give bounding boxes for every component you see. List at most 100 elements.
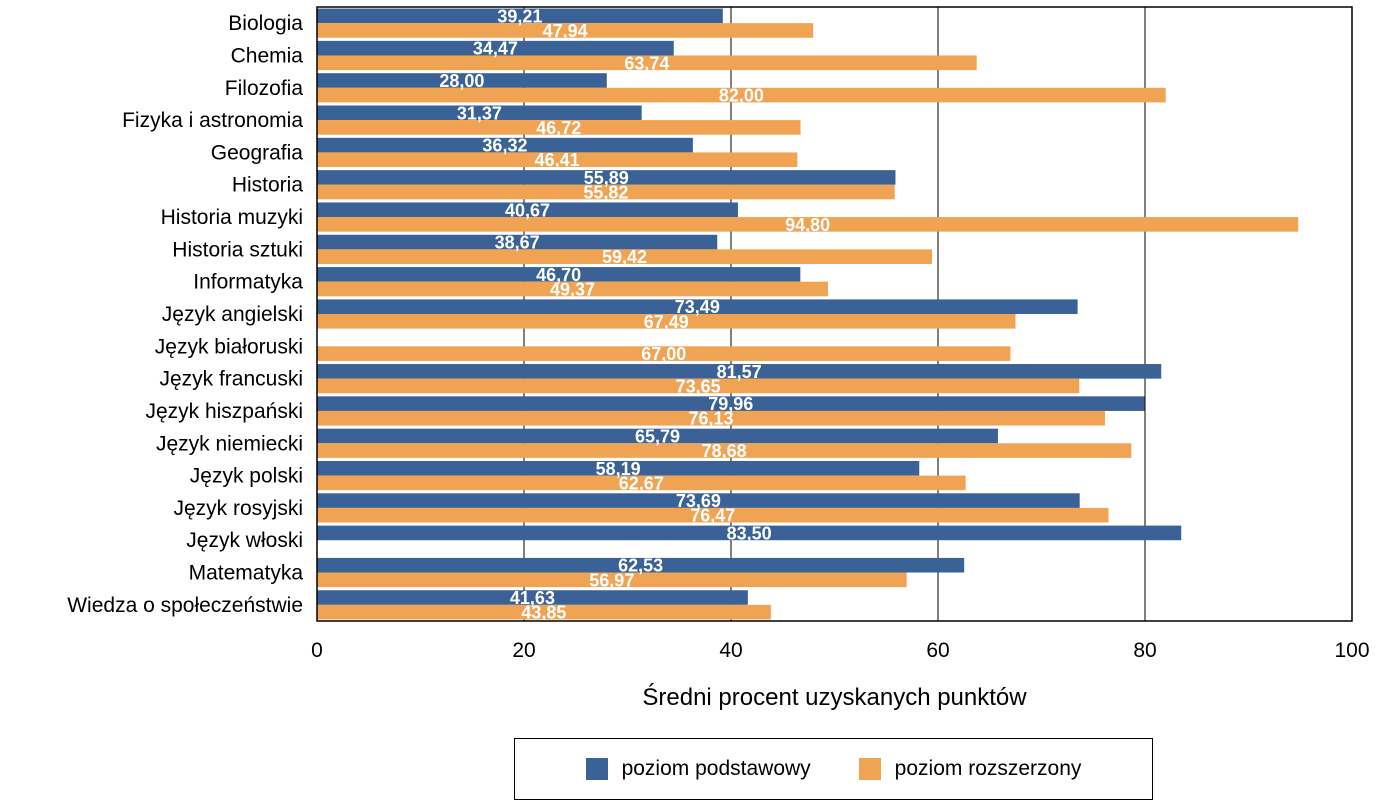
bar-basic xyxy=(317,8,723,24)
bar-basic xyxy=(317,40,674,56)
category-label: Filozofia xyxy=(225,77,304,100)
x-tick-label: 20 xyxy=(512,639,535,662)
bar-extended xyxy=(317,507,1109,523)
data-label-basic: 73,69 xyxy=(676,491,721,511)
bar-extended xyxy=(317,475,966,491)
bar-extended xyxy=(317,410,1105,426)
bar-basic xyxy=(317,460,920,476)
bar-extended xyxy=(317,120,801,135)
data-label-extended: 59,42 xyxy=(602,247,647,267)
bar-basic xyxy=(317,364,1162,379)
data-label-basic: 41,63 xyxy=(510,588,555,608)
bar-basic xyxy=(317,137,693,153)
data-label-extended: 46,72 xyxy=(536,118,581,138)
bar-extended xyxy=(317,217,1299,232)
bar-basic xyxy=(317,267,801,282)
category-label: Język niemiecki xyxy=(156,432,303,455)
x-tick-label: 40 xyxy=(719,639,742,662)
x-axis-title: Średni procent uzyskanych punktów xyxy=(642,683,1027,711)
bar-basic xyxy=(317,557,965,573)
data-label-extended: 62,67 xyxy=(619,473,664,493)
data-label-basic: 38,67 xyxy=(495,233,540,253)
category-label: Matematyka xyxy=(189,562,304,585)
bar-basic xyxy=(317,396,1145,411)
bar-basic xyxy=(317,105,642,121)
data-label-basic: 79,96 xyxy=(708,394,753,414)
data-label-extended: 46,41 xyxy=(535,150,580,170)
bar-basic xyxy=(317,170,896,185)
data-label-extended: 49,37 xyxy=(550,279,595,299)
data-label-extended: 67,49 xyxy=(644,312,689,332)
plot-frame xyxy=(316,6,1353,622)
category-label: Historia muzyki xyxy=(161,206,303,229)
legend-label-extended: poziom rozszerzony xyxy=(894,757,1082,780)
bar-extended xyxy=(317,87,1166,103)
category-label: Chemia xyxy=(231,44,304,67)
data-label-basic: 40,67 xyxy=(505,200,550,220)
data-label-basic: 28,00 xyxy=(439,71,484,91)
data-label-basic: 46,70 xyxy=(536,265,581,285)
data-label-extended: 47,94 xyxy=(543,21,588,41)
bar-basic xyxy=(317,493,1080,508)
bar-basic xyxy=(317,428,998,444)
legend-item-extended: poziom rozszerzony xyxy=(858,757,1082,781)
category-label: Język rosyjski xyxy=(173,497,303,520)
data-label-basic: 81,57 xyxy=(717,362,762,382)
legend-swatch-basic xyxy=(585,758,608,780)
bar-basic xyxy=(317,73,607,88)
data-label-extended: 56,97 xyxy=(589,570,634,590)
category-label: Biologia xyxy=(228,12,303,35)
data-label-basic: 36,32 xyxy=(482,136,527,156)
data-label-basic: 31,37 xyxy=(457,103,502,123)
bar-extended xyxy=(317,572,907,588)
category-label: Język polski xyxy=(190,465,303,488)
x-tick-labels: 0 20 40 60 80 100 xyxy=(311,639,1369,662)
bar-extended xyxy=(317,281,828,297)
bar-basic xyxy=(317,234,718,250)
data-label-extended: 55,82 xyxy=(583,183,628,203)
data-label-extended: 76,47 xyxy=(690,506,735,526)
data-label-basic: 39,21 xyxy=(497,6,542,26)
category-label: Język włoski xyxy=(186,529,303,552)
data-label-basic: 58,19 xyxy=(596,459,641,479)
data-label-extended: 76,13 xyxy=(688,409,733,429)
bar-basic xyxy=(317,590,748,605)
category-label: Historia sztuki xyxy=(172,238,303,261)
x-tick-label: 80 xyxy=(1133,639,1156,662)
data-label-basic: 34,47 xyxy=(473,39,518,59)
data-label-extended: 82,00 xyxy=(719,86,764,106)
data-label-extended: 73,65 xyxy=(676,376,721,396)
bar-extended xyxy=(317,249,932,264)
data-label-basic: 83,50 xyxy=(727,523,772,543)
data-label-extended: 67,00 xyxy=(641,344,686,364)
x-tick-label: 100 xyxy=(1334,639,1369,662)
bar-extended xyxy=(317,604,771,620)
bar-extended xyxy=(317,378,1080,394)
category-label: Wiedza o społeczeństwie xyxy=(67,594,303,617)
bars xyxy=(317,8,1299,620)
data-label-extended: 78,68 xyxy=(702,441,747,461)
legend-label-basic: poziom podstawowy xyxy=(621,757,811,780)
bar-basic xyxy=(317,202,738,218)
data-label-extended: 43,85 xyxy=(521,603,566,623)
data-label-basic: 55,89 xyxy=(584,168,629,188)
legend: poziom podstawowy poziom rozszerzony xyxy=(514,738,1153,800)
x-tick-label: 60 xyxy=(926,639,949,662)
bar-extended xyxy=(317,23,814,38)
category-label: Język francuski xyxy=(159,368,303,391)
data-label-extended: 63,74 xyxy=(624,53,669,73)
bar-basic xyxy=(317,299,1078,314)
legend-swatch-extended xyxy=(858,758,881,780)
data-label-basic: 73,49 xyxy=(675,297,720,317)
bar-extended xyxy=(317,184,895,200)
category-label: Fizyka i astronomia xyxy=(122,109,303,132)
category-label: Język angielski xyxy=(162,303,303,326)
category-label: Informatyka xyxy=(193,271,303,294)
bar-basic xyxy=(317,525,1182,541)
category-label: Geografia xyxy=(211,141,304,164)
category-label: Historia xyxy=(232,174,304,197)
x-tick-label: 0 xyxy=(311,639,323,662)
bar-extended xyxy=(317,314,1016,329)
bar-extended xyxy=(317,346,1011,361)
